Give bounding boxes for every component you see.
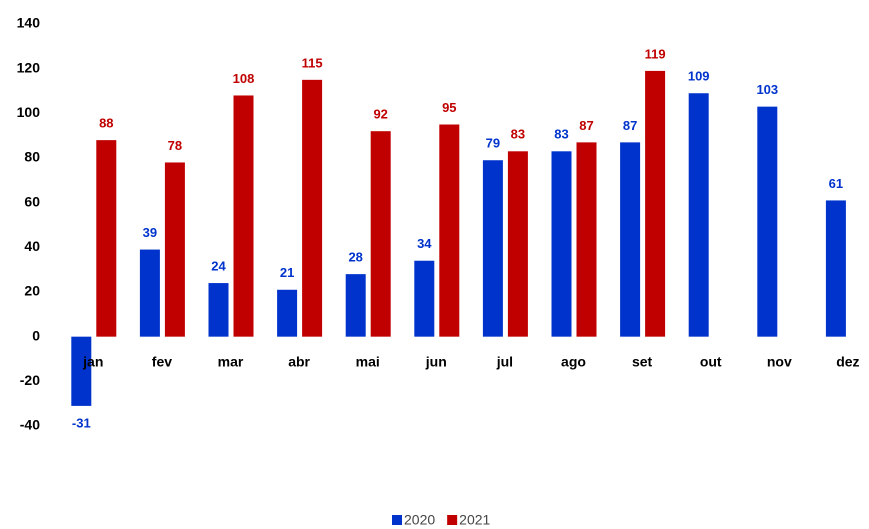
bar: [576, 142, 597, 337]
bar: [139, 249, 160, 337]
value-label: 83: [511, 127, 525, 142]
x-tick-label: mar: [218, 354, 244, 370]
bar: [757, 106, 778, 337]
bar: [620, 142, 641, 337]
bar: [645, 70, 666, 337]
bar: [439, 124, 460, 337]
y-tick-label: 100: [17, 104, 41, 120]
legend-label: 2021: [459, 512, 490, 528]
bar: [302, 79, 323, 337]
bar: [277, 289, 298, 337]
value-label: 109: [688, 69, 710, 84]
value-label: 87: [623, 118, 637, 133]
value-label: 39: [143, 225, 157, 240]
value-label: 119: [645, 46, 666, 61]
value-label: 34: [417, 236, 432, 251]
legend: 2020 2021: [392, 512, 491, 528]
value-label: 87: [579, 118, 593, 133]
y-tick-label: 80: [24, 149, 40, 165]
x-tick-label: dez: [836, 354, 859, 370]
value-label: -31: [72, 415, 91, 430]
bar: [233, 95, 254, 337]
bar: [507, 151, 528, 337]
bar: [551, 151, 572, 337]
value-label: 108: [233, 71, 255, 86]
value-label: 95: [442, 100, 456, 115]
bar: [164, 162, 185, 337]
x-tick-label: fev: [152, 354, 172, 370]
bar: [688, 93, 709, 337]
bar: [370, 131, 391, 337]
y-tick-label: 140: [17, 15, 41, 31]
x-tick-label: nov: [767, 354, 792, 370]
legend-swatch: [392, 515, 402, 525]
y-tick-label: -40: [20, 417, 40, 433]
value-label: 103: [756, 82, 778, 97]
y-tick-label: 0: [32, 327, 40, 343]
x-tick-label: abr: [288, 354, 310, 370]
bar: [414, 260, 435, 337]
value-label: 28: [348, 250, 362, 265]
y-tick-label: 120: [17, 59, 41, 75]
value-label: 21: [280, 265, 294, 280]
bar: [825, 200, 846, 337]
legend-label: 2020: [404, 512, 435, 528]
value-label: 61: [829, 176, 843, 191]
x-tick-label: set: [632, 354, 653, 370]
bar: [96, 140, 117, 337]
value-label: 83: [554, 127, 568, 142]
x-tick-label: ago: [561, 354, 586, 370]
value-label: 92: [373, 107, 387, 122]
bar: [482, 160, 503, 337]
value-label: 24: [211, 259, 226, 274]
value-label: 78: [168, 138, 182, 153]
legend-swatch: [447, 515, 458, 525]
y-tick-label: 40: [24, 238, 40, 254]
bar: [208, 283, 229, 337]
bar: [71, 336, 92, 406]
y-tick-label: 60: [24, 193, 40, 209]
x-tick-label: jul: [496, 354, 513, 370]
value-label: 88: [99, 116, 113, 131]
x-tick-label: out: [700, 354, 722, 370]
value-label: 79: [486, 136, 500, 151]
x-tick-label: mai: [356, 354, 380, 370]
y-tick-label: 20: [24, 283, 40, 299]
y-tick-label: -20: [20, 372, 40, 388]
x-tick-label: jan: [82, 354, 103, 370]
x-tick-label: jun: [425, 354, 447, 370]
value-label: 115: [302, 55, 323, 70]
bar: [345, 274, 366, 337]
